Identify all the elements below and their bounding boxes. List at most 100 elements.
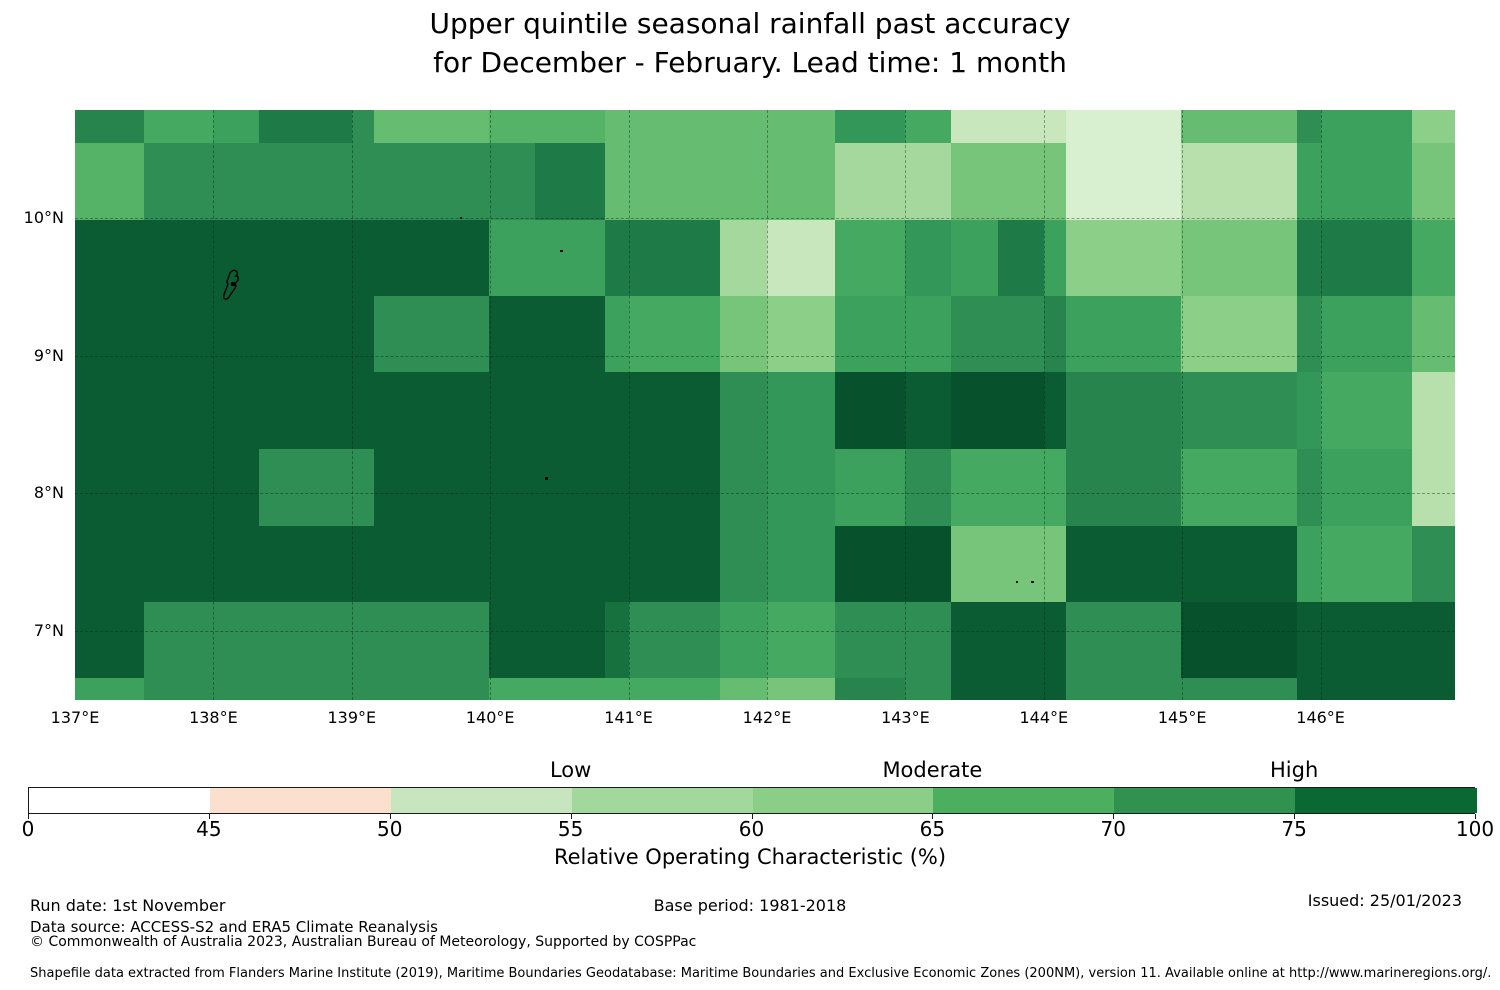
heatmap-cell [604,110,836,143]
heatmap-cell [75,296,375,373]
x-tick-label: 137°E [50,708,100,727]
colorbar-tick-label: 75 [1281,817,1307,841]
heatmap-cell [1296,219,1412,297]
heatmap-cell [1296,110,1321,143]
heatmap-cell [1320,110,1412,143]
island-mark [559,249,563,252]
copyright-text: © Commonwealth of Australia 2023, Austra… [30,934,697,950]
heatmap-cell [1043,219,1066,297]
heatmap-cell [1043,296,1066,373]
heatmap-cell [1181,296,1297,373]
x-tick-label: 142°E [742,708,792,727]
heatmap-cell [1181,372,1297,449]
heatmap-cell [720,448,767,526]
heatmap-cell [213,110,259,143]
heatmap-cell [628,296,721,373]
colorbar-tick-mark [932,814,934,819]
x-tick-label: 139°E [327,708,377,727]
graticule-meridian [490,110,492,700]
heatmap-cell [1065,219,1182,297]
heatmap-cell [835,601,951,679]
colorbar-tick-mark [1294,814,1296,819]
island-mark [1016,581,1019,584]
heatmap-cell [258,448,375,526]
heatmap-cell [1411,525,1456,602]
heatmap-cell [835,142,951,220]
heatmap-cell [950,296,1044,373]
heatmap-cell [1065,110,1182,143]
y-tick-label: 10°N [23,208,64,227]
heatmap-cell [1320,525,1412,602]
shapefile-note-text: Shapefile data extracted from Flanders M… [30,966,1492,981]
heatmap-cell [75,678,144,700]
colorbar-title: Relative Operating Characteristic (%) [553,845,947,869]
x-tick-label: 141°E [604,708,653,727]
graticule-meridian [351,110,353,700]
colorbar-segment [390,788,573,813]
heatmap-cell [835,525,951,602]
graticule-parallel [75,493,1456,495]
colorbar-segment [933,788,1115,813]
colorbar-segment [571,788,754,813]
colorbar-segment [1114,788,1296,813]
heatmap-cell [835,678,906,700]
colorbar-segment [752,788,934,813]
heatmap-cell [767,601,836,679]
graticule-parallel [75,355,1456,357]
colorbar-tick-label: 45 [196,817,222,841]
heatmap-cell [143,110,214,143]
y-tick-label: 9°N [33,345,64,365]
colorbar-segment [1295,788,1477,813]
graticule-meridian [1182,110,1184,700]
heatmap-cell [767,525,836,602]
x-tick-label: 138°E [189,708,238,727]
base-period-text: Base period: 1981-2018 [653,896,847,915]
heatmap-cell [1296,448,1321,526]
heatmap-cell [1411,142,1456,220]
heatmap-cell [604,601,629,679]
colorbar-tick-label: 50 [377,817,403,841]
colorbar-tick-mark [28,814,29,819]
heatmap-cell [75,219,490,297]
chart-title-line1: Upper quintile seasonal rainfall past ac… [429,7,1071,40]
heatmap-cell [1296,525,1321,602]
y-tick-label: 8°N [33,483,64,503]
chart-title: Upper quintile seasonal rainfall past ac… [0,4,1500,82]
issued-date-text: Issued: 25/01/2023 [1307,891,1462,910]
heatmap-cell [950,525,1066,602]
heatmap-cell [1320,296,1412,373]
x-tick-label: 143°E [881,708,930,727]
heatmap-cell [720,372,767,449]
colorbar-tick-mark [1113,814,1115,819]
heatmap-cell [1181,601,1297,679]
graticule-meridian [213,110,215,700]
heatmap-cell [767,448,836,526]
x-tick-label: 140°E [465,708,515,727]
island-mark [460,216,463,219]
heatmap-cell [143,601,490,679]
graticule-meridian [905,110,907,700]
heatmap-cell [720,678,767,700]
colorbar-tick-label: 0 [21,817,35,841]
heatmap-cell [1065,296,1182,373]
colorbar-tick-mark [751,814,753,819]
heatmap-cell [835,110,906,143]
heatmap-cell [1296,372,1321,449]
heatmap-cell [604,142,836,220]
heatmap-cell [767,296,836,373]
x-tick-label: 144°E [1019,708,1069,727]
heatmap-cell [1181,142,1297,220]
heatmap-cell [489,110,605,143]
colorbar-category-label: High [1269,758,1319,782]
heatmap-cell [767,372,836,449]
graticule-meridian [767,110,768,700]
data-source-text: Data source: ACCESS-S2 and ERA5 Climate … [30,918,438,936]
heatmap-cell [1181,110,1297,143]
heatmap-cell [767,678,836,700]
heatmap-cell [1181,219,1297,297]
heatmap-cell [374,296,490,373]
colorbar-tick-label: 55 [557,817,584,841]
heatmap-cell [143,678,490,700]
heatmap-cell [75,448,259,526]
